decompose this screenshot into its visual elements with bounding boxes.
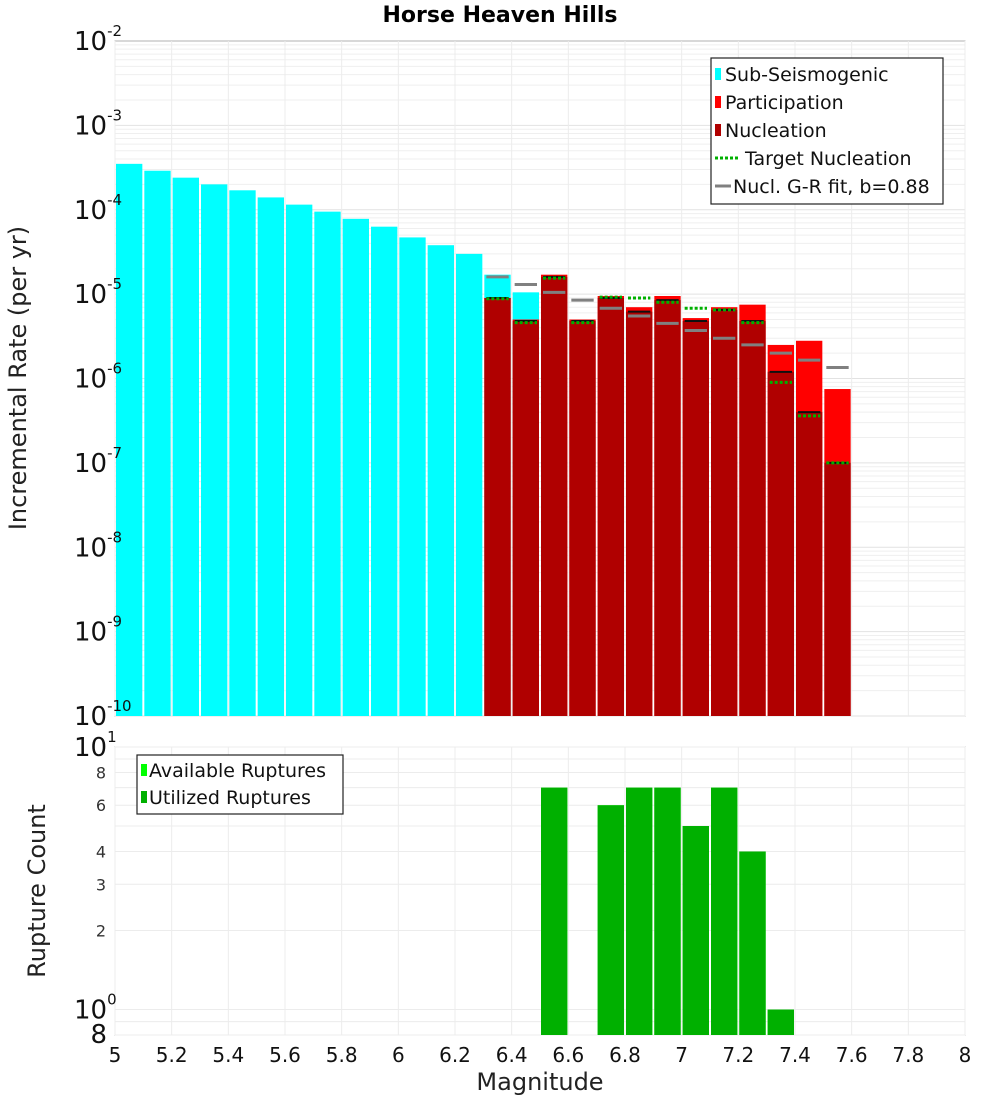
legend-swatch (141, 764, 147, 776)
nucleation-bar (541, 276, 568, 716)
nucleation-bar (569, 321, 596, 716)
nucleation-bar (597, 297, 624, 716)
sub-seismogenic-bar (314, 211, 341, 716)
sub-seismogenic-bar (399, 237, 426, 716)
legend-label: Available Ruptures (149, 760, 326, 782)
rate-y-axis-label: Incremental Rate (per yr) (4, 226, 32, 530)
count-legend-box (136, 754, 344, 815)
nucleation-bar (484, 297, 511, 716)
sub-seismogenic-bar (456, 253, 483, 716)
sub-seismogenic-bar (427, 245, 454, 717)
count-y-tick-label: 8 (96, 763, 106, 782)
count-x-ticks: 5 5.2 5.4 5.6 5.8 6 6.2 6.4 6.6 6.8 7 7.2 7.4 7.6 7.8 8 (109, 1043, 972, 1067)
utilized-ruptures-bar (711, 787, 738, 1035)
x-tick-label: 7.8 (892, 1043, 924, 1067)
rate-legend-box (710, 57, 944, 205)
x-tick-label: 8 (959, 1043, 972, 1067)
legend-swatch (715, 96, 721, 108)
sub-seismogenic-bar (116, 163, 143, 717)
x-tick-label: 5.6 (269, 1043, 301, 1067)
rate-y-tick-label: 10-9 (74, 613, 122, 648)
nucleation-bar (824, 462, 851, 716)
sub-seismogenic-bar (286, 204, 313, 717)
count-y-tick-label: 101 (74, 728, 117, 763)
count-grid (114, 746, 966, 1036)
count-y-tick-label: 100 (74, 991, 117, 1026)
legend-swatch (141, 791, 147, 803)
chart-title: Horse Heaven Hills (383, 3, 618, 28)
rate-y-tick-label: 10-2 (74, 22, 122, 57)
nucleation-bar (739, 321, 766, 716)
count-y-tick-label: 2 (96, 922, 106, 941)
count-bars (541, 787, 794, 1035)
nucleation-bar (767, 371, 794, 716)
rate-y-tick-label: 10-8 (74, 528, 122, 563)
nucleation-bar (682, 321, 709, 716)
x-tick-label: 7.2 (722, 1043, 754, 1067)
legend-label: Nucleation (725, 120, 827, 142)
legend-label: Sub-Seismogenic (725, 64, 889, 86)
legend-label: Nucl. G-R fit, b=0.88 (733, 176, 930, 198)
sub-seismogenic-bar (172, 177, 199, 716)
count-y-tick-label: 4 (96, 842, 106, 861)
x-tick-label: 6 (392, 1043, 405, 1067)
utilized-ruptures-bar (682, 826, 709, 1035)
sub-seismogenic-bar (342, 218, 369, 716)
x-tick-label: 5.8 (326, 1043, 358, 1067)
sub-seismogenic-bar (144, 170, 171, 716)
x-tick-label: 5 (109, 1043, 122, 1067)
nucleation-bar (796, 412, 823, 716)
nucleation-bar (626, 311, 653, 716)
rate-y-tick-label: 10-3 (74, 106, 122, 141)
x-tick-label: 5.2 (156, 1043, 188, 1067)
x-tick-label: 5.4 (212, 1043, 244, 1067)
utilized-ruptures-bar (739, 851, 766, 1035)
nucleation-bar (711, 309, 738, 716)
sub-seismogenic-bar (371, 226, 398, 716)
sub-seismogenic-bar (257, 197, 284, 717)
x-tick-label: 7.6 (836, 1043, 868, 1067)
x-tick-label: 6.6 (552, 1043, 584, 1067)
legend-label: Utilized Ruptures (149, 787, 311, 809)
count-y-tick-label: 3 (96, 875, 106, 894)
rate-y-ticks: 10-10 10-9 10-8 10-7 10-6 10-5 10-4 10-3 10-2 (74, 22, 132, 732)
utilized-ruptures-bar (654, 787, 681, 1035)
x-tick-label: 7 (675, 1043, 688, 1067)
x-tick-label: 7.4 (779, 1043, 811, 1067)
rate-legend: Sub-Seismogenic Participation Nucleation Ta… (710, 57, 944, 205)
count-y-axis-label: Rupture Count (23, 804, 51, 978)
sub-seismogenic-bar (229, 190, 256, 716)
x-axis-label: Magnitude (476, 1068, 603, 1096)
rate-grid (114, 41, 966, 717)
legend-swatch (715, 68, 721, 80)
rate-y-tick-label: 10-6 (74, 360, 122, 395)
rate-y-tick-label: 10-4 (74, 191, 122, 226)
rate-bars (116, 163, 851, 717)
utilized-ruptures-bar (767, 1009, 794, 1035)
legend-label: Participation (725, 92, 844, 114)
utilized-ruptures-bar (626, 787, 653, 1035)
rate-plot: 10-10 10-9 10-8 10-7 10-6 10-5 10-4 10-3 10-2 In… (4, 22, 966, 732)
count-legend: Available Ruptures Utilized Ruptures (136, 754, 344, 815)
nucleation-bar (654, 300, 681, 716)
sub-seismogenic-bar (201, 184, 228, 717)
nucleation-bar (512, 321, 539, 716)
utilized-ruptures-bar (541, 787, 568, 1035)
x-tick-label: 6.2 (439, 1043, 471, 1067)
x-tick-label: 6.8 (609, 1043, 641, 1067)
rate-y-tick-label: 10-7 (74, 444, 122, 479)
legend-swatch (715, 124, 721, 136)
utilized-ruptures-bar (597, 805, 624, 1035)
legend-label: Target Nucleation (744, 148, 912, 170)
rate-y-tick-label: 10-5 (74, 275, 122, 310)
x-tick-label: 6.4 (496, 1043, 528, 1067)
count-y-tick-label: 6 (96, 796, 106, 815)
rate-y-tick-label: 10-10 (74, 697, 132, 732)
count-y-tick-label: 8 (90, 1020, 107, 1050)
